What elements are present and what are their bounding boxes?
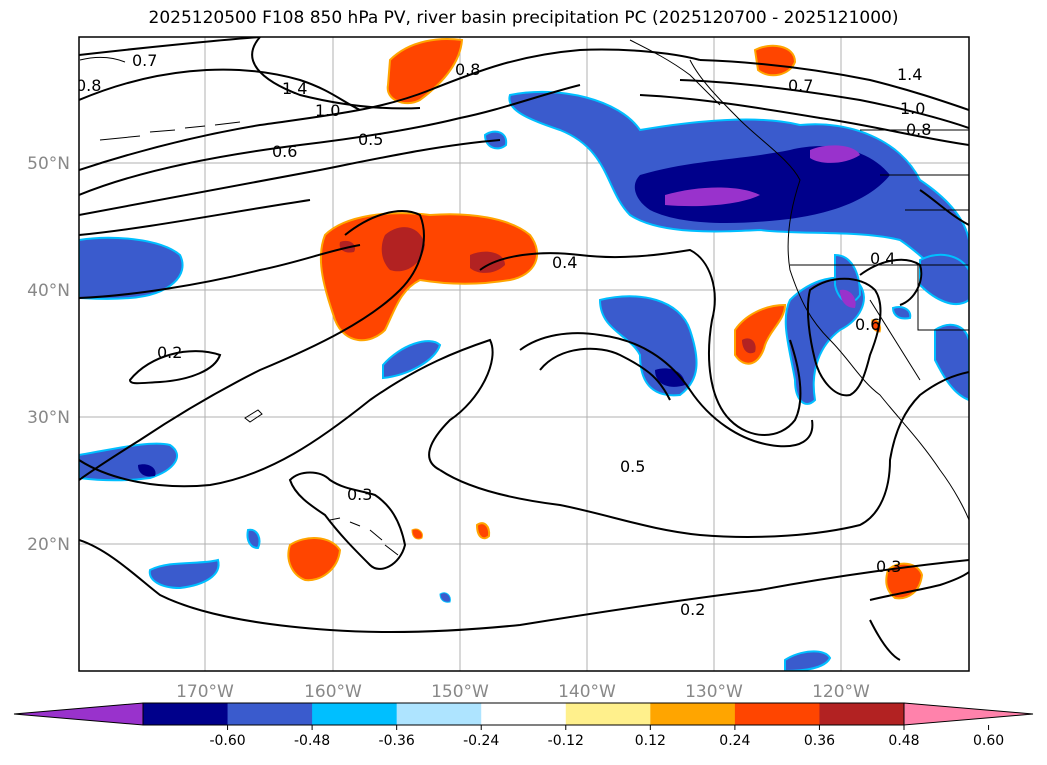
map-border — [78, 36, 970, 672]
lon-label: 150°W — [431, 682, 489, 702]
lat-label: 20°N — [27, 535, 70, 555]
contour-label: 0.4 — [552, 253, 577, 272]
contour-label: 0.6 — [272, 142, 297, 161]
lat-label: 30°N — [27, 408, 70, 428]
colorbar-tick-label: -0.24 — [463, 733, 499, 749]
lon-label: 160°W — [304, 682, 362, 702]
colorbar-box — [734, 703, 820, 725]
contour-label: 1.0 — [315, 101, 340, 120]
contour-label: 0.2 — [680, 600, 705, 619]
contour-label: 0.8 — [76, 76, 101, 95]
positive-precip-shading — [287, 38, 924, 600]
lon-label: 120°W — [812, 682, 870, 702]
latitude-labels: 50°N 40°N 30°N 20°N — [27, 154, 70, 555]
map-title: 2025120500 F108 850 hPa PV, river basin … — [148, 8, 899, 28]
contour-label: 0.6 — [855, 315, 880, 334]
colorbar-tick-label: 0.60 — [973, 733, 1004, 749]
contour-label: 0.2 — [157, 343, 182, 362]
colorbar: -0.60 -0.48 -0.36 -0.24 -0.12 0.12 0.24 0.36 0.4… — [13, 702, 1034, 749]
lat-label: 40°N — [27, 281, 70, 301]
contour-label: 0.5 — [358, 130, 383, 149]
colorbar-tick-label: -0.48 — [294, 733, 330, 749]
contour-label: 0.8 — [906, 120, 931, 139]
colorbar-box — [143, 703, 229, 725]
contour-label: 0.5 — [620, 457, 645, 476]
colorbar-extend-high — [903, 702, 1034, 726]
contour-label: 1.4 — [897, 65, 922, 84]
colorbar-box — [227, 703, 313, 725]
colorbar-tick-label: 0.36 — [804, 733, 835, 749]
colorbar-tick-label: 0.12 — [635, 733, 666, 749]
longitude-labels: 170°W 160°W 150°W 140°W 130°W 120°W — [176, 682, 870, 702]
contour-label: 0.3 — [347, 485, 372, 504]
colorbar-outline — [142, 702, 905, 726]
colorbar-box — [819, 703, 905, 725]
lat-label: 50°N — [27, 154, 70, 174]
contour-labels: 0.7 0.8 1.0 1.4 0.6 0.5 0.4 0.2 0.3 0.5 … — [76, 51, 931, 619]
colorbar-box — [481, 703, 567, 725]
colorbar-box — [650, 703, 736, 725]
colorbar-tick-label: -0.60 — [209, 733, 245, 749]
contour-label: 1.0 — [900, 99, 925, 118]
contour-label: 0.7 — [788, 76, 813, 95]
lon-label: 140°W — [558, 682, 616, 702]
contour-label: 0.4 — [870, 249, 895, 268]
colorbar-tick-label: 0.48 — [888, 733, 919, 749]
lon-label: 170°W — [176, 682, 234, 702]
colorbar-box — [312, 703, 398, 725]
pv-contours — [79, 37, 969, 661]
colorbar-box — [565, 703, 651, 725]
colorbar-extend-low — [13, 702, 144, 726]
contour-label: 0.8 — [455, 60, 480, 79]
colorbar-box — [396, 703, 482, 725]
negative-precip-shading — [79, 90, 969, 671]
contour-label: 0.3 — [876, 557, 901, 576]
coastlines — [79, 39, 969, 556]
colorbar-tick-label: -0.12 — [548, 733, 584, 749]
lon-label: 130°W — [685, 682, 743, 702]
colorbar-tick-label: 0.24 — [719, 733, 750, 749]
contour-label: 0.7 — [132, 51, 157, 70]
colorbar-tick-label: -0.36 — [379, 733, 415, 749]
contour-label: 1.4 — [282, 79, 307, 98]
